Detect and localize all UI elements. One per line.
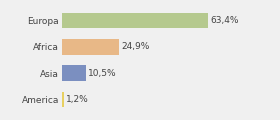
Text: 1,2%: 1,2% [66,95,89,104]
Bar [62,13,208,28]
Bar [62,92,64,107]
Text: 24,9%: 24,9% [121,42,149,51]
Text: 10,5%: 10,5% [88,69,116,78]
Bar [62,39,119,55]
Bar [62,65,86,81]
Text: 63,4%: 63,4% [210,16,238,25]
